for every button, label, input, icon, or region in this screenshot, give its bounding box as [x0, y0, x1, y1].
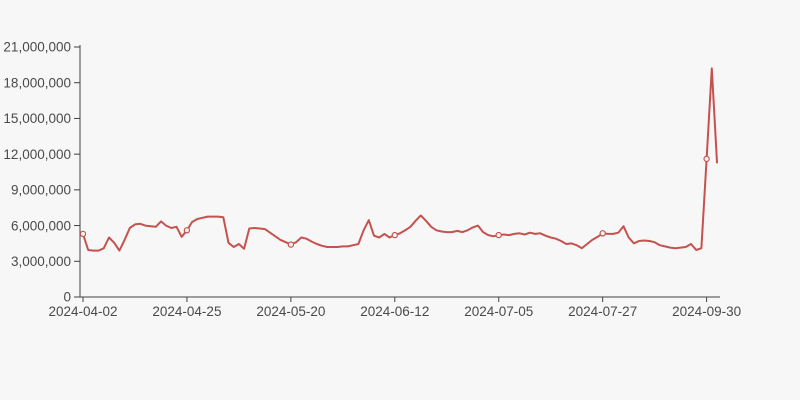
x-tick-label: 2024-07-27 — [568, 304, 637, 319]
data-point-marker — [391, 231, 398, 239]
data-point-marker — [287, 241, 295, 248]
y-tick-label: 6,000,000 — [11, 218, 71, 233]
y-tick-label: 0 — [63, 290, 71, 305]
data-point-markers — [79, 155, 710, 248]
x-tick-label: 2024-09-30 — [672, 304, 741, 319]
y-tick-label: 3,000,000 — [11, 254, 71, 269]
x-tick-label: 2024-04-25 — [152, 304, 221, 319]
data-series — [82, 67, 718, 252]
series-line — [82, 67, 718, 252]
x-tick-label: 2024-05-20 — [256, 304, 325, 319]
y-tick-label: 18,000,000 — [3, 75, 71, 90]
x-tick-label: 2024-07-05 — [464, 304, 533, 319]
y-tick-label: 21,000,000 — [3, 40, 71, 55]
y-axis: 0 3,000,000 6,000,000 9,000,000 12,000,000 15… — [3, 40, 81, 305]
x-tick-label: 2024-06-12 — [360, 304, 429, 319]
y-tick-label: 9,000,000 — [11, 183, 71, 198]
x-axis: 2024-04-02 2024-04-25 2024-05-20 2024-06-12… — [48, 296, 741, 319]
x-tick-label: 2024-04-02 — [48, 304, 117, 319]
data-point-marker — [599, 230, 606, 237]
data-point-marker — [703, 155, 710, 163]
y-tick-label: 12,000,000 — [3, 147, 71, 162]
data-point-marker — [495, 231, 502, 239]
y-tick-label: 15,000,000 — [3, 111, 71, 126]
data-point-marker — [79, 230, 87, 238]
data-point-marker — [183, 227, 191, 234]
